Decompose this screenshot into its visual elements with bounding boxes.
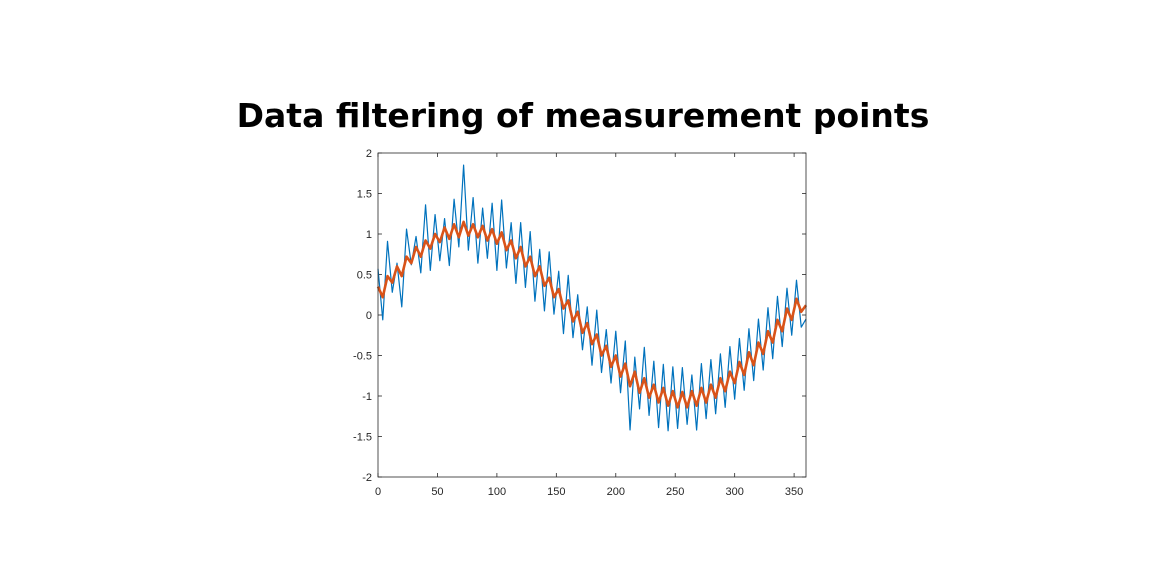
y-tick-label: -2 xyxy=(362,472,372,484)
x-tick-label: 300 xyxy=(725,486,743,498)
x-tick-label: 50 xyxy=(431,486,443,498)
x-tick-label: 150 xyxy=(547,486,565,498)
y-tick-label: -0.5 xyxy=(353,351,372,363)
plot-frame xyxy=(377,152,807,478)
x-tick-label: 350 xyxy=(785,486,803,498)
y-tick-label: 1.5 xyxy=(357,189,372,201)
y-tick-label: 1 xyxy=(366,229,372,241)
y-tick-label: 2 xyxy=(366,148,372,160)
data-line xyxy=(376,220,808,409)
plot-area xyxy=(378,153,806,477)
data-line xyxy=(377,164,807,432)
y-tick-label: -1.5 xyxy=(353,432,372,444)
chart-title: Data filtering of measurement points xyxy=(237,96,930,135)
y-tick-label: -1 xyxy=(362,391,372,403)
x-tick-label: 250 xyxy=(666,486,684,498)
y-tick-label: 0.5 xyxy=(357,270,372,282)
x-tick-label: 200 xyxy=(607,486,625,498)
x-tick-label: 100 xyxy=(488,486,506,498)
x-tick-label: 0 xyxy=(375,486,381,498)
y-tick-label: 0 xyxy=(366,310,372,322)
